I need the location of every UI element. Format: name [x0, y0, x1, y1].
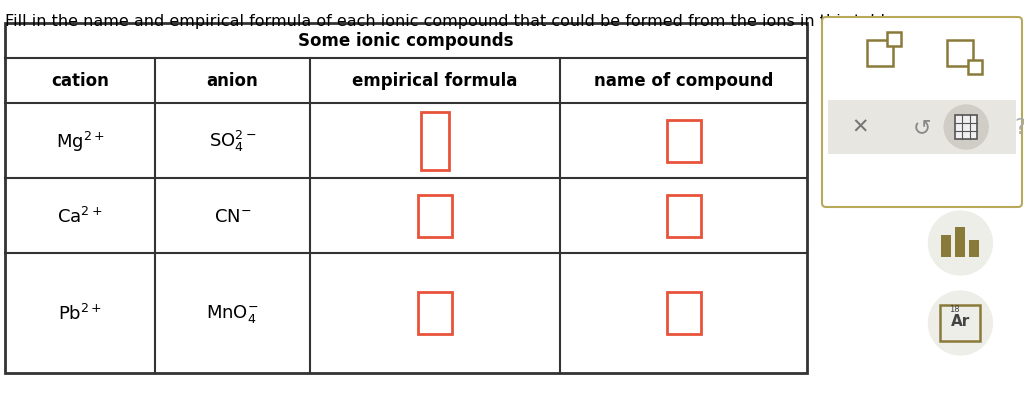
Bar — [955, 228, 966, 257]
Text: CN$^{-}$: CN$^{-}$ — [214, 207, 251, 225]
Bar — [970, 240, 979, 257]
Text: SO$_4^{2-}$: SO$_4^{2-}$ — [209, 128, 256, 154]
Bar — [955, 116, 977, 140]
Bar — [667, 195, 700, 237]
Bar — [418, 292, 452, 334]
Text: Pb$^{2+}$: Pb$^{2+}$ — [58, 303, 102, 323]
Bar — [418, 195, 452, 237]
Text: MnO$_4^{-}$: MnO$_4^{-}$ — [206, 302, 259, 324]
Bar — [887, 33, 901, 47]
Text: cation: cation — [51, 72, 109, 90]
Circle shape — [929, 211, 992, 275]
Text: Mg$^{2+}$: Mg$^{2+}$ — [55, 129, 104, 153]
Bar — [5, 24, 807, 373]
Bar — [667, 120, 700, 162]
Text: ✕: ✕ — [852, 118, 869, 138]
Bar — [828, 101, 1016, 154]
Text: ?: ? — [1014, 118, 1024, 138]
Text: Ca$^{2+}$: Ca$^{2+}$ — [57, 206, 102, 226]
Bar — [968, 61, 982, 75]
Text: Some ionic compounds: Some ionic compounds — [298, 33, 514, 50]
Text: anion: anion — [207, 72, 258, 90]
Bar — [667, 292, 700, 334]
Circle shape — [944, 106, 988, 150]
Text: empirical formula: empirical formula — [352, 72, 518, 90]
Text: 18: 18 — [949, 305, 959, 314]
Bar — [866, 41, 893, 67]
Bar — [940, 305, 980, 341]
Text: Ar: Ar — [950, 314, 970, 329]
Text: ↺: ↺ — [912, 118, 931, 138]
Bar — [947, 41, 974, 67]
Text: Fill in the name and empirical formula of each ionic compound that could be form: Fill in the name and empirical formula o… — [5, 14, 900, 29]
Bar — [421, 112, 449, 170]
Bar — [941, 235, 951, 257]
Circle shape — [929, 291, 992, 355]
Text: name of compound: name of compound — [594, 72, 773, 90]
FancyBboxPatch shape — [822, 18, 1022, 207]
